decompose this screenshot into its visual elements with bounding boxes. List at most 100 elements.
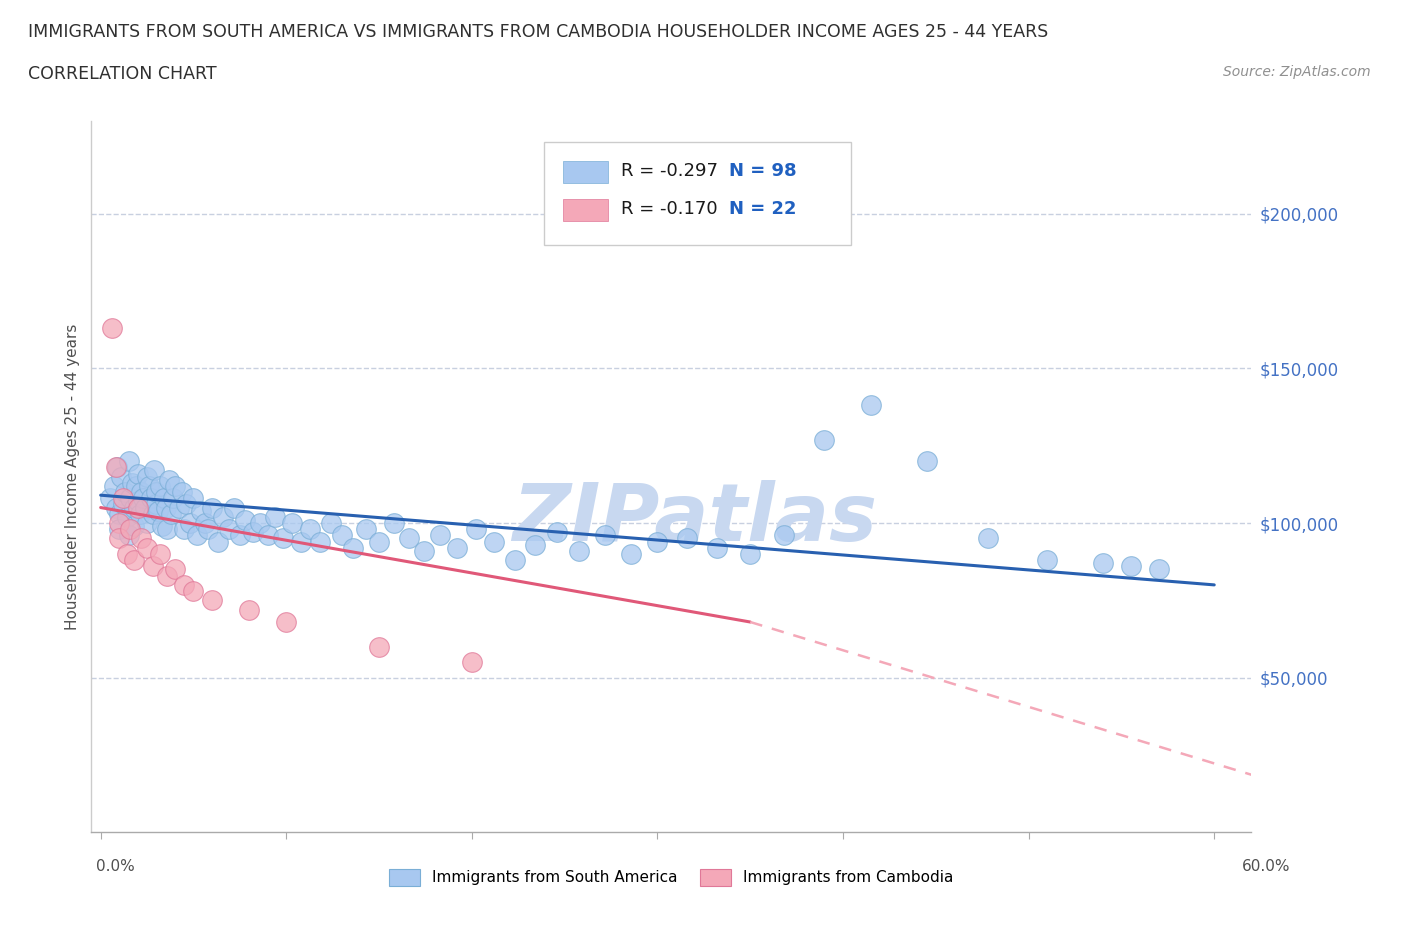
Point bbox=[163, 562, 186, 577]
Point bbox=[108, 515, 131, 530]
Point bbox=[138, 478, 160, 493]
Text: N = 22: N = 22 bbox=[730, 200, 797, 219]
Point bbox=[647, 534, 669, 549]
Point bbox=[319, 515, 342, 530]
Text: R = -0.170: R = -0.170 bbox=[621, 200, 718, 219]
Point bbox=[172, 485, 194, 499]
Point bbox=[461, 655, 484, 670]
Point bbox=[156, 522, 179, 537]
Text: N = 98: N = 98 bbox=[730, 163, 797, 180]
Point bbox=[183, 584, 205, 599]
Point bbox=[110, 469, 132, 484]
Point bbox=[104, 460, 127, 475]
Text: Source: ZipAtlas.com: Source: ZipAtlas.com bbox=[1223, 65, 1371, 79]
Point bbox=[128, 506, 150, 521]
Point bbox=[568, 543, 591, 558]
Point bbox=[446, 540, 468, 555]
Point bbox=[149, 478, 172, 493]
Text: 0.0%: 0.0% bbox=[96, 859, 135, 874]
Point bbox=[218, 522, 240, 537]
Point bbox=[464, 522, 486, 537]
Point bbox=[152, 491, 174, 506]
Point bbox=[482, 534, 505, 549]
Point bbox=[1036, 552, 1059, 567]
Text: 60.0%: 60.0% bbox=[1243, 859, 1291, 874]
Point bbox=[620, 547, 643, 562]
Point bbox=[117, 528, 139, 543]
Point bbox=[173, 522, 195, 537]
Point bbox=[127, 466, 149, 481]
Point bbox=[167, 500, 190, 515]
Point bbox=[676, 531, 699, 546]
Point bbox=[224, 500, 246, 515]
Point bbox=[859, 398, 882, 413]
Point bbox=[368, 639, 391, 654]
Text: ZIPatlas: ZIPatlas bbox=[512, 480, 877, 558]
Point bbox=[134, 500, 156, 515]
Point bbox=[157, 472, 180, 487]
Legend: Immigrants from South America, Immigrants from Cambodia: Immigrants from South America, Immigrant… bbox=[382, 862, 960, 892]
Point bbox=[207, 534, 229, 549]
Point bbox=[148, 503, 170, 518]
Point bbox=[249, 515, 271, 530]
Point bbox=[127, 500, 149, 515]
Point bbox=[368, 534, 391, 549]
Point bbox=[412, 543, 434, 558]
Point bbox=[190, 503, 212, 518]
Point bbox=[122, 552, 145, 567]
Point bbox=[111, 491, 134, 506]
Point bbox=[114, 485, 136, 499]
Point bbox=[194, 515, 217, 530]
Point bbox=[143, 463, 166, 478]
Bar bbox=[564, 162, 607, 183]
Point bbox=[104, 500, 127, 515]
Point bbox=[772, 528, 794, 543]
Point bbox=[131, 485, 153, 499]
Point bbox=[103, 478, 125, 493]
Point bbox=[142, 506, 165, 521]
Y-axis label: Householder Income Ages 25 - 44 years: Householder Income Ages 25 - 44 years bbox=[65, 324, 80, 630]
FancyBboxPatch shape bbox=[544, 142, 851, 246]
Point bbox=[235, 512, 257, 527]
Point bbox=[122, 500, 145, 515]
Text: IMMIGRANTS FROM SOUTH AMERICA VS IMMIGRANTS FROM CAMBODIA HOUSEHOLDER INCOME AGE: IMMIGRANTS FROM SOUTH AMERICA VS IMMIGRA… bbox=[28, 23, 1049, 41]
Point bbox=[256, 528, 278, 543]
Point bbox=[398, 531, 420, 546]
Point bbox=[238, 603, 260, 618]
Point bbox=[242, 525, 264, 539]
Point bbox=[173, 578, 195, 592]
Point bbox=[212, 510, 235, 525]
Text: R = -0.297: R = -0.297 bbox=[621, 163, 718, 180]
Point bbox=[740, 547, 762, 562]
Point bbox=[264, 510, 287, 525]
Point bbox=[290, 534, 312, 549]
Point bbox=[546, 525, 568, 539]
Point bbox=[706, 540, 728, 555]
Point bbox=[115, 547, 138, 562]
Point bbox=[98, 491, 121, 506]
Point bbox=[186, 528, 208, 543]
Point bbox=[136, 469, 159, 484]
Point bbox=[201, 500, 224, 515]
Point bbox=[120, 522, 142, 537]
Point bbox=[155, 500, 177, 515]
Point bbox=[813, 432, 835, 447]
Point bbox=[503, 552, 526, 567]
Point bbox=[281, 515, 304, 530]
Point bbox=[108, 531, 131, 546]
Point bbox=[108, 522, 131, 537]
Point bbox=[115, 510, 138, 525]
Point bbox=[308, 534, 330, 549]
Point bbox=[330, 528, 353, 543]
Point bbox=[142, 559, 165, 574]
Point bbox=[1091, 556, 1114, 571]
Point bbox=[276, 615, 298, 630]
Point bbox=[271, 531, 294, 546]
Point bbox=[149, 547, 172, 562]
Point bbox=[145, 497, 167, 512]
Point bbox=[131, 531, 153, 546]
Point bbox=[354, 522, 377, 537]
Point bbox=[150, 519, 173, 534]
Point bbox=[197, 522, 219, 537]
Point bbox=[121, 475, 143, 490]
